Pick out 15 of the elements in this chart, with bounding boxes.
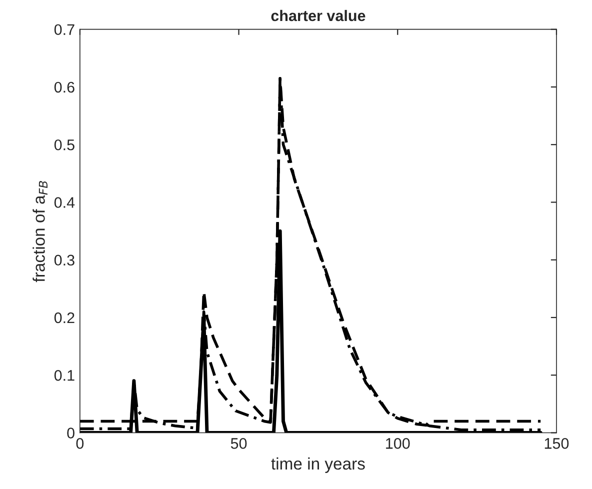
x-tick-label: 0 bbox=[76, 438, 84, 449]
y-tick-label: 0.2 bbox=[54, 312, 74, 324]
x-tick-label: 100 bbox=[386, 438, 410, 449]
y-tick-label: 0.1 bbox=[54, 370, 74, 381]
y-axis-title: fraction of a$_{FB}$ bbox=[32, 181, 48, 282]
y-tick-label: 0.5 bbox=[54, 139, 74, 150]
x-axis-title: time in years bbox=[271, 457, 365, 473]
x-tick-label: 50 bbox=[230, 438, 247, 449]
chart-title: charter value bbox=[271, 10, 366, 22]
y-tick-label: 0.4 bbox=[54, 197, 75, 208]
x-tick-label: 150 bbox=[544, 438, 569, 449]
y-tick-label: 0.3 bbox=[54, 254, 74, 266]
y-tick-label: 0.7 bbox=[54, 24, 74, 36]
y-tick-label: 0 bbox=[67, 428, 74, 438]
y-tick-label: 0.6 bbox=[54, 82, 74, 93]
